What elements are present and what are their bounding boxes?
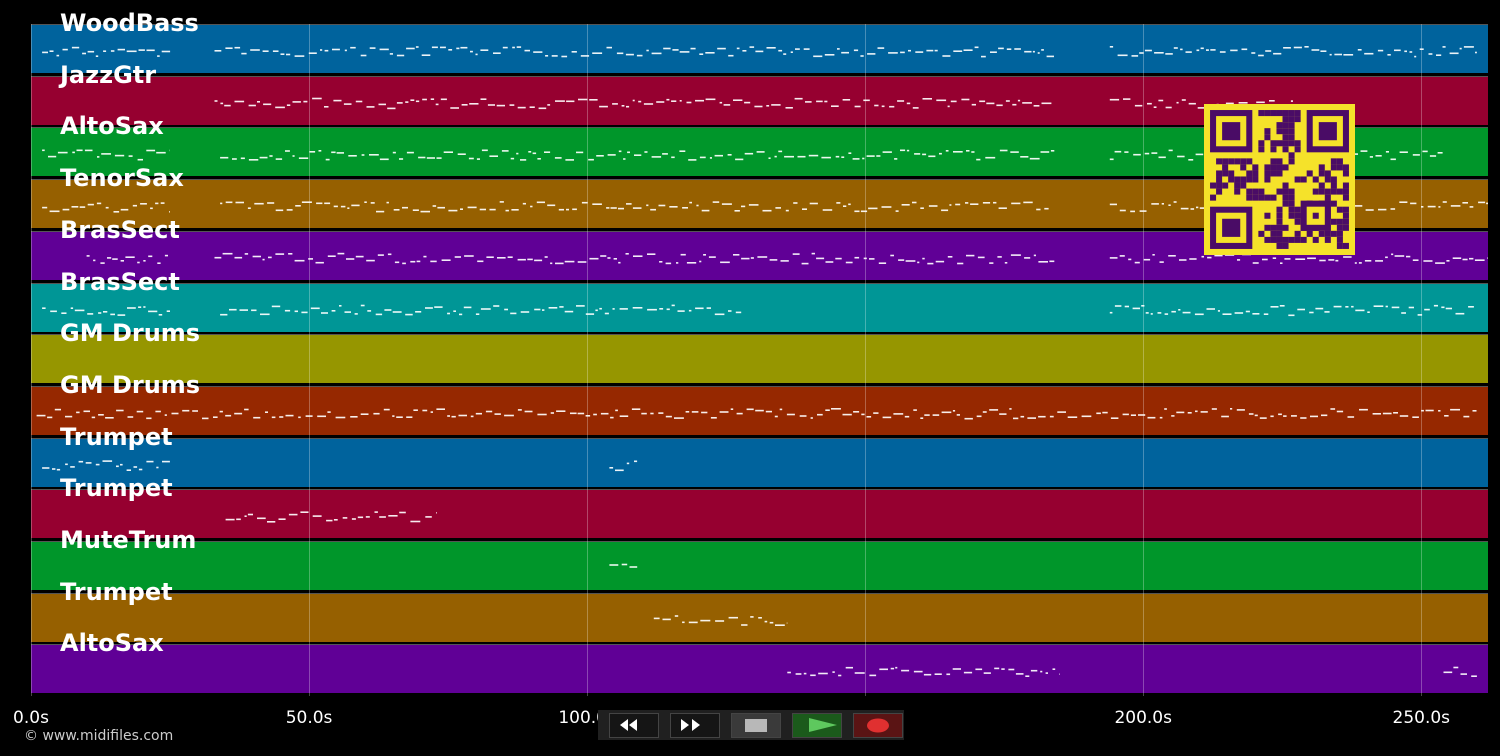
track-label: Trumpet: [60, 577, 173, 606]
fast-forward-button[interactable]: [670, 713, 720, 738]
grid-line: [865, 24, 867, 696]
rewind-button[interactable]: [609, 713, 659, 738]
track-label: BrasSect: [60, 215, 180, 244]
track-label: TenorSax: [60, 164, 184, 193]
track-label: BrasSect: [60, 267, 180, 296]
time-tick-label: 200.0s: [1114, 708, 1172, 728]
time-tick-label: 250.0s: [1392, 708, 1451, 728]
track-lane[interactable]: [31, 282, 1488, 332]
track-label: GM Drums: [60, 370, 201, 399]
time-tick-label: 0.0s: [13, 708, 49, 728]
track-lane[interactable]: [31, 437, 1488, 487]
copyright-text: © www.midifiles.com: [24, 728, 174, 744]
track-label: GM Drums: [60, 319, 201, 348]
stop-button[interactable]: [731, 713, 781, 738]
play-icon: [809, 718, 837, 732]
track-label: Trumpet: [60, 474, 173, 503]
grid-line: [587, 24, 589, 696]
track-label: MuteTrum: [60, 526, 197, 554]
track-label: JazzGtr: [60, 60, 157, 89]
track-lane[interactable]: [31, 385, 1488, 435]
grid-line: [31, 24, 32, 696]
track-lane[interactable]: [31, 24, 1488, 73]
track-lane[interactable]: [31, 644, 1488, 694]
record-icon: [867, 718, 889, 733]
play-button[interactable]: [792, 713, 842, 738]
track-label: Trumpet: [60, 422, 173, 451]
record-button[interactable]: [853, 713, 903, 738]
track-lane[interactable]: [31, 592, 1488, 642]
fast-forward-icon: [681, 719, 700, 731]
grid-line: [1421, 24, 1423, 696]
stop-icon: [745, 719, 767, 732]
track-label: AltoSax: [60, 629, 164, 658]
time-tick-label: 50.0s: [285, 708, 333, 728]
track-lane[interactable]: [31, 334, 1488, 384]
track-label: AltoSax: [60, 112, 164, 141]
grid-line: [1143, 24, 1145, 696]
track-lane[interactable]: [31, 541, 1488, 590]
qr-code: [1204, 104, 1355, 255]
track-lane[interactable]: [31, 489, 1488, 539]
track-label: WoodBass: [60, 9, 199, 37]
rewind-icon: [620, 719, 637, 731]
grid-line: [309, 24, 311, 696]
